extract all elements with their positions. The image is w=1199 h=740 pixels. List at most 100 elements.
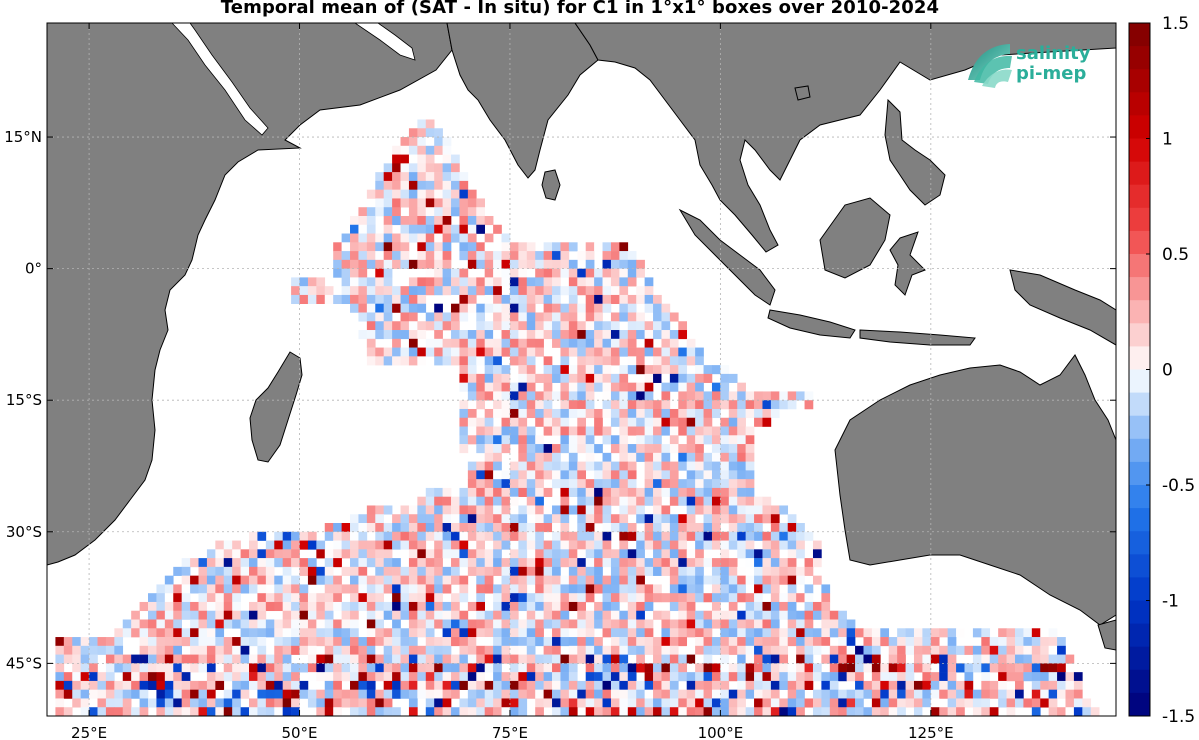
heatmap-cell	[594, 382, 603, 392]
heatmap-cell	[636, 707, 645, 716]
heatmap-cell	[1048, 628, 1058, 638]
heatmap-cell	[476, 680, 485, 690]
heatmap-cell	[408, 189, 418, 199]
heatmap-cell	[122, 707, 132, 716]
heatmap-cell	[610, 566, 620, 576]
heatmap-cell	[408, 137, 418, 147]
heatmap-cell	[821, 637, 831, 647]
heatmap-cell	[695, 584, 704, 594]
heatmap-cell	[560, 523, 570, 533]
heatmap-cell	[644, 286, 654, 296]
heatmap-cell	[232, 601, 241, 612]
heatmap-cell	[400, 233, 410, 243]
heatmap-cell	[568, 242, 578, 252]
heatmap-cell	[198, 707, 208, 716]
heatmap-cell	[240, 566, 250, 576]
heatmap-cell	[518, 426, 528, 436]
heatmap-cell	[610, 259, 620, 269]
heatmap-cell	[366, 242, 376, 252]
heatmap-cell	[754, 593, 763, 603]
heatmap-cell	[400, 584, 410, 594]
heatmap-cell	[796, 610, 805, 620]
heatmap-cell	[711, 461, 721, 471]
heatmap-cell	[552, 707, 561, 716]
heatmap-cell	[408, 294, 418, 305]
heatmap-cell	[509, 619, 519, 629]
heatmap-cell	[274, 619, 283, 629]
heatmap-cell	[737, 689, 746, 699]
heatmap-cell	[265, 672, 275, 682]
heatmap-cell	[711, 663, 721, 673]
heatmap-cell	[358, 277, 368, 287]
heatmap-cell	[526, 373, 536, 383]
heatmap-cell	[257, 654, 267, 664]
heatmap-cell	[552, 444, 561, 454]
heatmap-cell	[644, 645, 654, 655]
heatmap-cell	[560, 259, 570, 269]
heatmap-cell	[568, 645, 578, 655]
heatmap-cell	[720, 540, 730, 550]
heatmap-cell	[602, 698, 612, 708]
heatmap-cell	[375, 303, 384, 313]
heatmap-cell	[602, 330, 612, 340]
heatmap-cell	[375, 601, 384, 612]
heatmap-cell	[770, 628, 780, 638]
heatmap-cell	[644, 294, 654, 305]
heatmap-cell	[408, 698, 418, 708]
heatmap-cell	[518, 444, 528, 454]
heatmap-cell	[779, 654, 789, 664]
heatmap-cell	[644, 373, 654, 383]
heatmap-cell	[467, 628, 477, 638]
heatmap-cell	[383, 584, 393, 594]
heatmap-cell	[627, 426, 637, 436]
heatmap-cell	[425, 531, 435, 541]
heatmap-cell	[518, 672, 528, 682]
heatmap-cell	[240, 707, 250, 716]
heatmap-cell	[375, 593, 384, 603]
heatmap-cell	[577, 391, 587, 401]
heatmap-cell	[392, 294, 401, 305]
heatmap-cell	[434, 303, 443, 313]
heatmap-cell	[223, 566, 233, 576]
heatmap-cell	[602, 303, 612, 313]
heatmap-cell	[291, 294, 300, 305]
heatmap-cell	[282, 575, 292, 585]
heatmap-cell	[552, 330, 561, 340]
heatmap-cell	[880, 689, 890, 699]
heatmap-cell	[594, 558, 603, 568]
heatmap-cell	[434, 277, 443, 287]
heatmap-cell	[467, 373, 477, 383]
heatmap-cell	[636, 654, 645, 664]
heatmap-cell	[451, 286, 460, 296]
heatmap-cell	[669, 373, 679, 383]
heatmap-cell	[249, 610, 258, 620]
heatmap-cell	[1057, 637, 1066, 647]
heatmap-cell	[636, 619, 645, 629]
heatmap-cell	[232, 680, 241, 690]
colorbar-band	[1129, 554, 1150, 578]
heatmap-cell	[526, 303, 536, 313]
heatmap-cell	[509, 523, 519, 533]
heatmap-cell	[198, 593, 208, 603]
heatmap-cell	[131, 628, 140, 638]
heatmap-cell	[627, 479, 637, 489]
heatmap-cell	[636, 540, 645, 550]
heatmap-cell	[232, 698, 241, 708]
heatmap-cell	[451, 672, 460, 682]
logo-line1: salinity	[1016, 43, 1091, 64]
heatmap-cell	[80, 698, 90, 708]
heatmap-cell	[745, 610, 755, 620]
heatmap-cell	[459, 531, 469, 541]
heatmap-cell	[173, 654, 182, 664]
heatmap-cell	[619, 487, 629, 497]
heatmap-cell	[434, 523, 443, 533]
heatmap-cell	[720, 496, 730, 506]
heatmap-cell	[467, 680, 477, 690]
heatmap-cell	[585, 558, 595, 568]
heatmap-cell	[392, 233, 401, 243]
heatmap-cell	[897, 672, 906, 682]
heatmap-cell	[678, 461, 688, 471]
heatmap-cell	[198, 566, 208, 576]
heatmap-cell	[383, 698, 393, 708]
heatmap-cell	[686, 426, 696, 436]
